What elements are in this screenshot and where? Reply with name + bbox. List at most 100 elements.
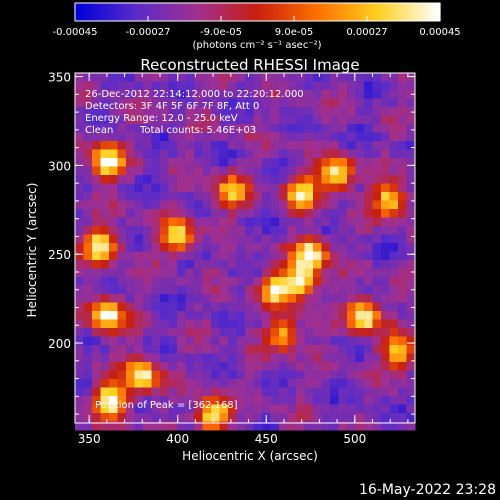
heatmap-cell xyxy=(100,251,110,261)
heatmap-cell xyxy=(279,413,288,422)
heatmap-cell xyxy=(279,260,288,269)
heatmap-cell xyxy=(287,209,297,218)
heatmap-cell xyxy=(321,132,331,142)
heatmap-cell xyxy=(83,183,93,193)
heatmap-cell xyxy=(219,98,229,108)
heatmap-cell xyxy=(381,285,390,295)
heatmap-cell xyxy=(262,226,271,235)
heatmap-cell xyxy=(75,268,84,278)
heatmap-cell xyxy=(330,251,339,261)
heatmap-cell xyxy=(364,132,373,142)
colorbar-strip xyxy=(391,3,395,21)
heatmap-cell xyxy=(270,353,280,363)
heatmap-cell xyxy=(338,166,348,176)
heatmap-cell xyxy=(83,175,93,184)
heatmap-cell xyxy=(236,141,246,150)
heatmap-cell xyxy=(143,370,152,380)
heatmap-cell xyxy=(262,311,271,320)
heatmap-cell xyxy=(296,90,305,99)
heatmap-cell xyxy=(143,277,152,286)
heatmap-cell xyxy=(389,294,399,303)
heatmap-cell xyxy=(406,370,416,380)
heatmap-cell xyxy=(151,319,161,329)
heatmap-cell xyxy=(168,404,178,414)
heatmap-cell xyxy=(151,285,161,295)
heatmap-cell xyxy=(117,166,127,176)
heatmap-cell xyxy=(160,370,169,380)
heatmap-cell xyxy=(355,421,365,431)
heatmap-cell xyxy=(117,209,127,218)
heatmap-cell xyxy=(177,98,186,108)
heatmap-cell xyxy=(262,243,271,252)
heatmap-cell xyxy=(338,90,348,99)
colorbar-strip xyxy=(321,3,326,21)
heatmap-cell xyxy=(211,192,220,201)
heatmap-cell xyxy=(355,73,365,82)
heatmap-cell xyxy=(287,192,297,201)
heatmap-cell xyxy=(100,107,110,116)
heatmap-cell xyxy=(160,336,169,346)
heatmap-cell xyxy=(117,141,127,150)
heatmap-cell xyxy=(75,353,84,363)
heatmap-cell xyxy=(364,285,373,295)
heatmap-cell xyxy=(143,158,152,167)
heatmap-cell xyxy=(355,260,365,269)
heatmap-cell xyxy=(381,166,390,176)
heatmap-cell xyxy=(185,209,195,218)
heatmap-cell xyxy=(109,226,118,235)
colorbar-strip xyxy=(214,3,219,21)
heatmap-cell xyxy=(355,226,365,235)
heatmap-cell xyxy=(126,124,135,133)
heatmap-cell xyxy=(262,132,271,142)
heatmap-cell xyxy=(338,200,348,210)
heatmap-cell xyxy=(330,192,339,201)
heatmap-cell xyxy=(355,319,365,329)
heatmap-cell xyxy=(160,396,169,405)
heatmap-cell xyxy=(211,328,220,337)
heatmap-cell xyxy=(406,277,416,286)
heatmap-cell xyxy=(253,328,263,337)
heatmap-cell xyxy=(126,251,135,261)
heatmap-cell xyxy=(92,345,101,354)
heatmap-cell xyxy=(143,175,152,184)
heatmap-cell xyxy=(117,81,127,91)
heatmap-cell xyxy=(75,413,84,422)
heatmap-cell xyxy=(117,243,127,252)
heatmap-cell xyxy=(245,362,254,371)
heatmap-cell xyxy=(109,175,118,184)
heatmap-cell xyxy=(100,421,110,431)
y-tick-label: 300 xyxy=(48,159,71,173)
heatmap-cell xyxy=(160,268,169,278)
heatmap-cell xyxy=(245,285,254,295)
heatmap-cell xyxy=(143,251,152,261)
heatmap-cell xyxy=(338,141,348,150)
heatmap-cell xyxy=(253,396,263,405)
heatmap-cell xyxy=(287,243,297,252)
heatmap-cell xyxy=(117,311,127,320)
heatmap-cell xyxy=(83,73,93,82)
heatmap-cell xyxy=(185,294,195,303)
heatmap-cell xyxy=(202,124,212,133)
heatmap-cell xyxy=(389,192,399,201)
heatmap-cell xyxy=(109,421,118,431)
colorbar-strip xyxy=(370,3,374,21)
heatmap-cell xyxy=(228,81,237,91)
heatmap-cell xyxy=(134,217,144,227)
colorbar-strip xyxy=(294,3,298,21)
heatmap-cell xyxy=(364,260,373,269)
heatmap-cell xyxy=(287,124,297,133)
heatmap-cell xyxy=(75,141,84,150)
heatmap-cell xyxy=(143,353,152,363)
heatmap-cell xyxy=(389,234,399,244)
heatmap-cell xyxy=(313,107,322,116)
heatmap-cell xyxy=(83,379,93,388)
heatmap-cell xyxy=(270,277,280,286)
heatmap-cell xyxy=(253,175,263,184)
heatmap-cell xyxy=(117,226,127,235)
heatmap-cell xyxy=(194,396,203,405)
heatmap-cell xyxy=(270,396,280,405)
heatmap-cell xyxy=(75,175,84,184)
heatmap-cell xyxy=(236,396,246,405)
heatmap-cell xyxy=(279,319,288,329)
heatmap-cell xyxy=(143,268,152,278)
